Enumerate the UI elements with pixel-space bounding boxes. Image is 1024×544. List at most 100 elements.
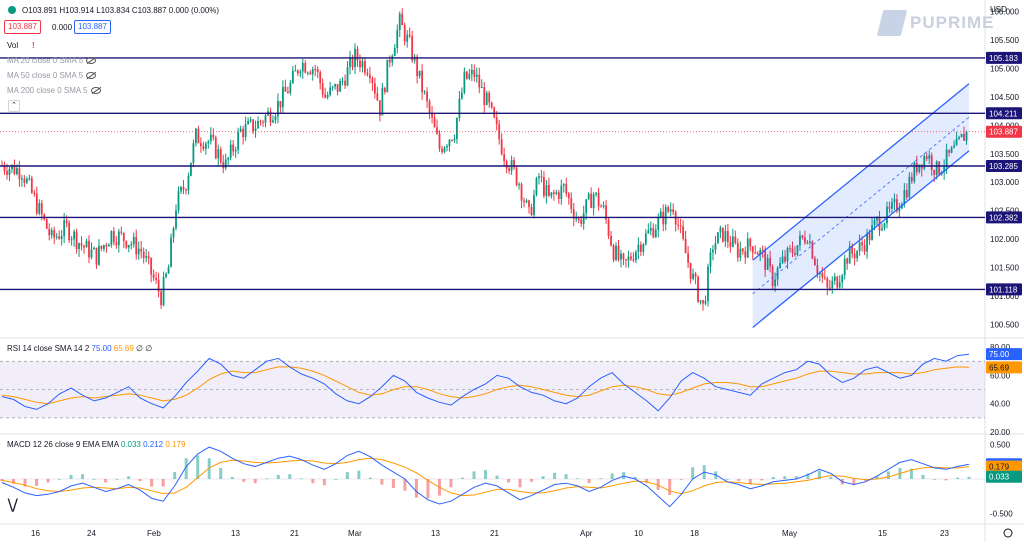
candle-body	[580, 219, 583, 224]
candle-body	[155, 277, 158, 280]
candle-body	[905, 190, 908, 198]
macd-histogram-bar	[921, 474, 925, 479]
alert-icon[interactable]: !	[32, 41, 35, 50]
candle-body	[744, 251, 747, 258]
candle-body	[451, 139, 453, 141]
candle-body	[416, 56, 419, 77]
candle-body	[224, 159, 227, 169]
hidden-eye-icon[interactable]	[90, 87, 101, 94]
macd-histogram-bar	[553, 472, 557, 479]
candle-body	[572, 209, 575, 219]
candle-body	[958, 137, 960, 139]
candle-body	[391, 55, 394, 63]
candle-body	[249, 119, 252, 121]
candle-body	[321, 83, 324, 95]
level-price-tag	[986, 107, 1022, 120]
candle-body	[848, 246, 851, 264]
candle-body	[45, 219, 48, 229]
candle-body	[351, 57, 354, 68]
candle-body	[105, 245, 108, 247]
macd-histogram-bar	[196, 455, 200, 479]
time-tick-label: 10	[634, 529, 643, 538]
currency-label[interactable]: USD	[990, 5, 1007, 14]
candle-body	[78, 243, 80, 250]
candle-body	[754, 252, 757, 254]
candle-body	[40, 203, 43, 215]
candle-body	[617, 245, 620, 260]
candle-body	[65, 220, 68, 223]
rsi-value: 75.00	[91, 344, 112, 353]
candle-body	[687, 253, 689, 263]
candle-body	[637, 244, 640, 252]
candle-body	[605, 205, 607, 220]
macd-histogram-bar	[173, 472, 177, 479]
candle-body	[359, 60, 361, 68]
macd-histogram-bar	[760, 479, 764, 481]
candle-body	[488, 92, 491, 103]
candle-body	[247, 120, 250, 125]
candle-body	[460, 92, 463, 99]
candle-body	[145, 256, 148, 258]
candle-body	[751, 246, 754, 253]
candle-body	[495, 117, 498, 125]
candle-body	[915, 162, 918, 173]
rsi-tick-label: 80.00	[990, 343, 1011, 352]
candle-body	[679, 225, 682, 227]
candle-body	[774, 279, 777, 287]
candle-body	[759, 249, 762, 255]
candle-body	[175, 210, 177, 229]
macd-histogram-bar	[518, 479, 522, 488]
candle-body	[490, 102, 493, 108]
time-tick-label: 21	[290, 529, 299, 538]
ma20-label[interactable]: MA 20 close 0 SMA 5	[7, 55, 97, 66]
candle-body	[361, 60, 364, 68]
candle-body	[202, 146, 205, 149]
buy-price-button[interactable]: 103.887	[74, 20, 111, 34]
candle-body	[781, 256, 784, 264]
candle-body	[209, 134, 212, 142]
candle-body	[296, 70, 299, 74]
time-tick-label: 24	[87, 529, 96, 538]
price-tick-label: 101.500	[990, 264, 1019, 273]
candle-body	[525, 200, 528, 203]
candle-body	[523, 200, 525, 203]
macd-hist-value: 0.033	[120, 440, 141, 449]
candle-body	[3, 165, 6, 171]
hidden-eye-icon[interactable]	[86, 57, 97, 64]
candle-body	[726, 230, 729, 243]
hidden-eye-icon[interactable]	[86, 72, 97, 79]
candle-body	[388, 59, 391, 63]
level-price-tag	[986, 283, 1022, 296]
candle-body	[157, 279, 160, 292]
candle-body	[674, 212, 677, 225]
candle-body	[381, 88, 384, 116]
collapse-chevron-icon[interactable]: ⌃	[8, 100, 20, 112]
sell-price-button[interactable]: 103.887	[4, 20, 41, 34]
candle-body	[458, 98, 461, 118]
candle-body	[945, 149, 948, 167]
candle-body	[721, 227, 724, 242]
ma200-label[interactable]: MA 200 close 0 SMA 5	[7, 85, 101, 96]
candle-body	[597, 192, 600, 207]
ma50-label[interactable]: MA 50 close 0 SMA 5	[7, 70, 97, 81]
candle-body	[33, 192, 36, 194]
candle-body	[856, 250, 859, 259]
candle-body	[712, 249, 714, 253]
candle-body	[23, 178, 26, 183]
candle-body	[468, 74, 471, 79]
macd-histogram-bar	[794, 476, 798, 479]
candle-body	[160, 291, 162, 306]
candle-body	[43, 214, 46, 220]
macd-histogram-bar	[161, 479, 165, 487]
candle-body	[371, 78, 374, 84]
macd-histogram-bar	[403, 479, 407, 491]
candle-body	[269, 111, 272, 123]
candle-body	[689, 262, 692, 279]
candle-body	[639, 244, 642, 252]
candle-body	[910, 176, 913, 182]
candle-body	[237, 131, 240, 150]
candle-body	[364, 60, 366, 73]
macd-histogram-bar	[288, 474, 292, 479]
macd-tick-label: 0.500	[990, 440, 1011, 449]
